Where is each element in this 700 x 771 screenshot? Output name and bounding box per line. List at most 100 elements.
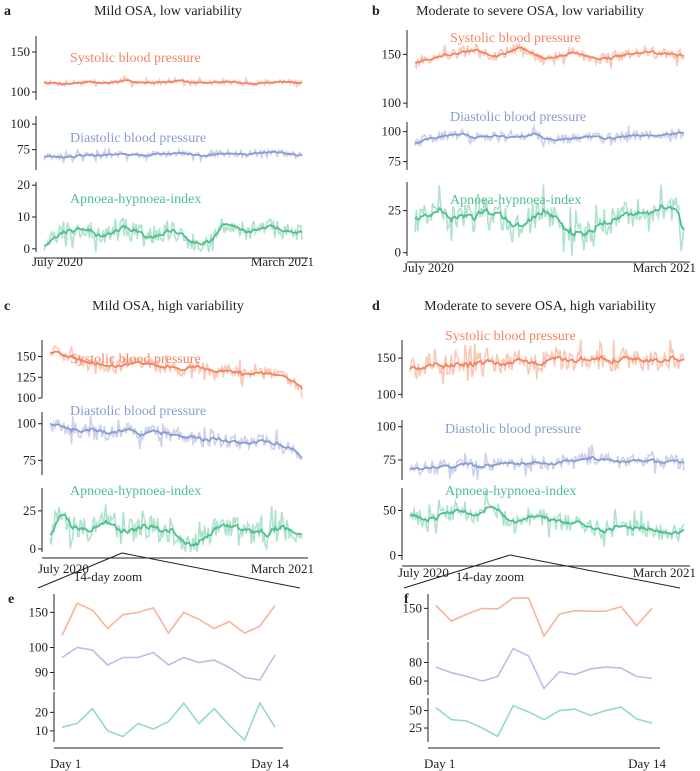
series-smooth-dbp (409, 455, 685, 471)
series-label-ahi: Apnoea-hypnoea-index (445, 484, 576, 499)
y-tick-label: 25 (409, 720, 422, 735)
series-raw-ahi (43, 217, 303, 253)
zoom-connector-3 (509, 554, 681, 589)
series-raw-dbp (409, 444, 685, 481)
series-smooth-sbp (43, 79, 303, 86)
series-label-dbp: Diastolic blood pressure (70, 131, 206, 146)
y-tick-label: 50 (409, 703, 422, 718)
panel-title-b: Moderate to severe OSA, low variability (416, 4, 644, 19)
series-raw-dbp (49, 415, 303, 460)
y-tick-label: 100 (382, 124, 402, 139)
y-tick-label: 125 (17, 369, 37, 384)
x-label-start: Day 1 (50, 756, 81, 771)
y-tick-label: 25 (23, 503, 36, 518)
series-label-sbp: Systolic blood pressure (70, 51, 201, 66)
y-tick-label: 100 (377, 386, 397, 401)
zoom-connector-2 (403, 554, 511, 589)
series-raw-ahi (409, 491, 685, 547)
series-label-dbp: Diastolic blood pressure (445, 422, 581, 437)
series-raw-ahi (49, 504, 303, 553)
series-label-ahi: Apnoea-hypnoea-index (450, 193, 581, 208)
series-raw-sbp (49, 344, 303, 399)
y-tick-label: 25 (388, 203, 401, 218)
y-tick-label: 150 (11, 44, 31, 59)
series-line-dbp_light (61, 646, 276, 681)
series-raw-sbp (409, 339, 685, 385)
series-raw-sbp (414, 41, 685, 70)
series-smooth-sbp (49, 350, 303, 390)
y-tick-label: 100 (29, 640, 49, 655)
zoom-label-c: 14-day zoom (74, 569, 142, 584)
series-smooth-dbp (43, 150, 303, 159)
series-smooth-ahi (409, 506, 685, 536)
y-tick-label: 0 (24, 241, 31, 256)
panel-letter-b: b (372, 4, 380, 19)
x-label-end: March 2021 (251, 254, 314, 269)
series-smooth-sbp (414, 46, 685, 64)
x-label-end: March 2021 (251, 561, 314, 576)
y-tick-label: 75 (383, 452, 396, 467)
series-label-sbp: Systolic blood pressure (70, 352, 201, 367)
y-tick-label: 150 (377, 350, 397, 365)
y-tick-label: 75 (17, 142, 30, 157)
series-line-sbp_light (435, 597, 653, 638)
zoom-connector-1 (121, 552, 301, 589)
x-label-end: March 2021 (633, 565, 696, 580)
series-line-dbp_light (435, 647, 653, 690)
y-tick-label: 20 (35, 704, 48, 719)
y-tick-label: 0 (390, 548, 397, 563)
y-tick-label: 100 (377, 419, 397, 434)
x-label-start: July 2020 (398, 565, 449, 580)
series-label-ahi: Apnoea-hypnoea-index (70, 192, 201, 207)
series-smooth-dbp (414, 131, 685, 145)
y-tick-label: 150 (17, 349, 37, 364)
series-smooth-ahi (414, 203, 685, 238)
x-label-end: Day 14 (628, 756, 666, 771)
series-label-sbp: Systolic blood pressure (445, 329, 576, 344)
series-line-sbp_light (61, 602, 276, 636)
y-tick-label: 100 (11, 116, 31, 131)
series-smooth-sbp (409, 354, 685, 371)
series-label-dbp: Diastolic blood pressure (70, 404, 206, 419)
panel-letter-d: d (372, 299, 380, 314)
y-tick-label: 75 (23, 452, 36, 467)
panel-title-c: Mild OSA, high variability (92, 299, 244, 314)
x-label-start: July 2020 (32, 254, 83, 269)
y-tick-label: 100 (11, 84, 31, 99)
series-smooth-dbp (49, 422, 303, 459)
panel-letter-f: f (404, 592, 409, 607)
series-label-sbp: Systolic blood pressure (450, 31, 581, 46)
series-smooth-ahi (43, 223, 303, 247)
x-label-end: Day 14 (251, 756, 289, 771)
zoom-connector-0 (37, 552, 123, 589)
series-raw-ahi (414, 184, 685, 257)
x-label-start: Day 1 (424, 756, 455, 771)
y-tick-label: 150 (382, 46, 402, 61)
y-tick-label: 90 (35, 665, 48, 680)
y-tick-label: 150 (29, 604, 49, 619)
y-tick-label: 100 (17, 416, 37, 431)
y-tick-label: 100 (382, 95, 402, 110)
panel-title-d: Moderate to severe OSA, high variability (424, 299, 656, 314)
series-smooth-ahi (49, 513, 303, 547)
y-tick-label: 10 (35, 723, 48, 738)
series-line-ahi_light (61, 701, 276, 742)
y-tick-label: 75 (388, 154, 401, 169)
series-line-ahi_light (435, 704, 653, 738)
y-tick-label: 0 (395, 245, 402, 260)
y-tick-label: 60 (409, 673, 422, 688)
panel-title-a: Mild OSA, low variability (94, 4, 242, 19)
y-tick-label: 10 (17, 209, 30, 224)
y-tick-label: 100 (17, 390, 37, 405)
series-label-ahi: Apnoea-hypnoea-index (70, 484, 201, 499)
y-tick-label: 150 (403, 600, 423, 615)
zoom-label-d: 14-day zoom (456, 569, 524, 584)
panel-letter-e: e (8, 592, 14, 607)
y-tick-label: 0 (30, 541, 37, 556)
x-label-end: March 2021 (633, 260, 696, 275)
y-tick-label: 50 (383, 503, 396, 518)
x-label-start: July 2020 (403, 260, 454, 275)
y-tick-label: 20 (17, 177, 30, 192)
panel-letter-a: a (4, 4, 11, 19)
